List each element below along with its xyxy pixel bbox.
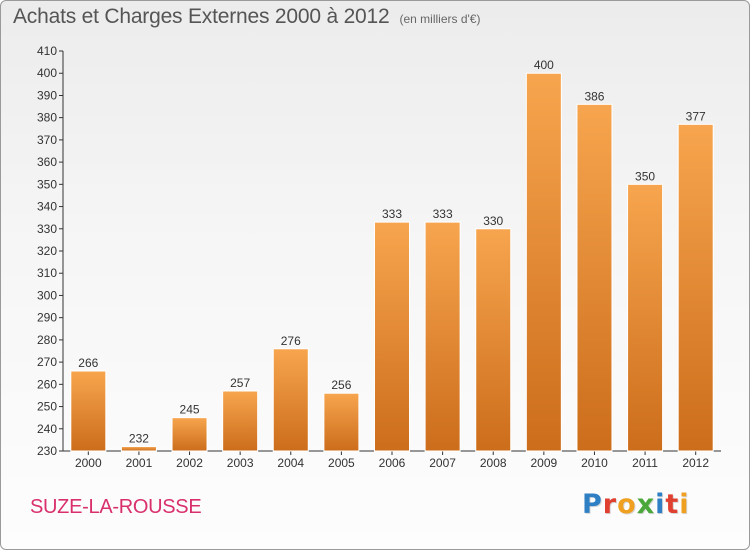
y-tick-label: 230 bbox=[37, 444, 57, 458]
bar-2002 bbox=[171, 417, 208, 452]
data-label-2007: 333 bbox=[433, 207, 453, 221]
bar-2008 bbox=[475, 228, 512, 452]
data-label-2000: 266 bbox=[78, 356, 98, 370]
y-tick-label: 400 bbox=[37, 66, 57, 80]
commune-name: SUZE-LA-ROUSSE bbox=[30, 496, 202, 518]
x-tick-label-2002: 2002 bbox=[176, 456, 203, 470]
x-tick-label-2007: 2007 bbox=[429, 456, 456, 470]
bar-2006 bbox=[374, 221, 410, 452]
x-tick-label-2005: 2005 bbox=[328, 456, 355, 470]
x-tick-label-2008: 2008 bbox=[480, 456, 507, 470]
y-tick-label: 340 bbox=[37, 200, 57, 214]
y-tick-label: 360 bbox=[37, 155, 57, 169]
y-tick-label: 390 bbox=[37, 88, 57, 102]
x-tick-label-2001: 2001 bbox=[126, 456, 153, 470]
x-tick-label-2003: 2003 bbox=[227, 456, 254, 470]
logo-letter: i bbox=[679, 489, 690, 520]
logo-letter: r bbox=[602, 489, 618, 520]
data-labels: 266 232 245 257 276 256 333 333 330 400 386 350 377 bbox=[78, 58, 706, 445]
logo-letter: i bbox=[655, 489, 666, 520]
x-tick-label-2011: 2011 bbox=[632, 456, 658, 470]
x-tick-label-2009: 2009 bbox=[530, 456, 557, 470]
bar-2007 bbox=[424, 221, 461, 452]
x-tick-label-2012: 2012 bbox=[682, 456, 709, 470]
chart-subtitle: (en milliers d'€) bbox=[399, 12, 481, 26]
y-tick-label: 350 bbox=[37, 177, 57, 191]
bar-2005 bbox=[323, 392, 360, 452]
bar-2003 bbox=[222, 390, 259, 452]
chart-title-text: Achats et Charges Externes 2000 à 2012 bbox=[13, 5, 390, 28]
bar-2004 bbox=[272, 348, 309, 452]
data-label-2006: 333 bbox=[382, 207, 402, 221]
y-tick-label: 270 bbox=[37, 355, 57, 369]
y-tick-label: 250 bbox=[37, 400, 57, 414]
chart-title: Achats et Charges Externes 2000 à 2012 (e… bbox=[13, 5, 480, 29]
bar-2001 bbox=[120, 446, 157, 452]
y-tick-label: 410 bbox=[37, 44, 57, 58]
logo-letter: P bbox=[582, 489, 603, 520]
y-tick-label: 300 bbox=[37, 288, 57, 302]
y-tick-label: 320 bbox=[37, 244, 57, 258]
x-tick-label-2006: 2006 bbox=[379, 456, 406, 470]
data-label-2010: 386 bbox=[584, 89, 604, 103]
data-label-2012: 377 bbox=[686, 109, 706, 123]
y-tick-label: 370 bbox=[37, 133, 57, 147]
data-label-2011: 350 bbox=[635, 169, 655, 183]
y-tick-label: 260 bbox=[37, 377, 57, 391]
x-tick-label-2010: 2010 bbox=[581, 456, 608, 470]
logo-letter: x bbox=[636, 489, 656, 520]
data-label-2009: 400 bbox=[534, 58, 554, 72]
bar-2009 bbox=[525, 72, 562, 452]
y-tick-label: 280 bbox=[37, 333, 57, 347]
bar-2012 bbox=[677, 123, 714, 452]
y-tick-label: 380 bbox=[37, 111, 57, 125]
data-label-2005: 256 bbox=[331, 378, 351, 392]
y-tick-label: 330 bbox=[37, 222, 57, 236]
proxiti-logo: Proxiti bbox=[582, 489, 690, 520]
bars bbox=[70, 72, 714, 452]
bar-2000 bbox=[70, 370, 107, 452]
logo-letter: o bbox=[617, 489, 637, 520]
data-label-2004: 276 bbox=[281, 334, 301, 348]
x-tick-label-2004: 2004 bbox=[277, 456, 304, 470]
x-tick-label-2000: 2000 bbox=[75, 456, 102, 470]
bar-2011 bbox=[627, 183, 664, 452]
y-tick-label: 240 bbox=[37, 422, 57, 436]
data-label-2001: 232 bbox=[129, 432, 149, 446]
data-label-2003: 257 bbox=[230, 376, 250, 390]
y-tick-label: 290 bbox=[37, 311, 57, 325]
y-tick-label: 310 bbox=[37, 266, 57, 280]
bar-2010 bbox=[576, 103, 613, 452]
logo-letter: t bbox=[665, 489, 680, 520]
data-label-2002: 245 bbox=[180, 403, 200, 417]
data-label-2008: 330 bbox=[483, 214, 503, 228]
